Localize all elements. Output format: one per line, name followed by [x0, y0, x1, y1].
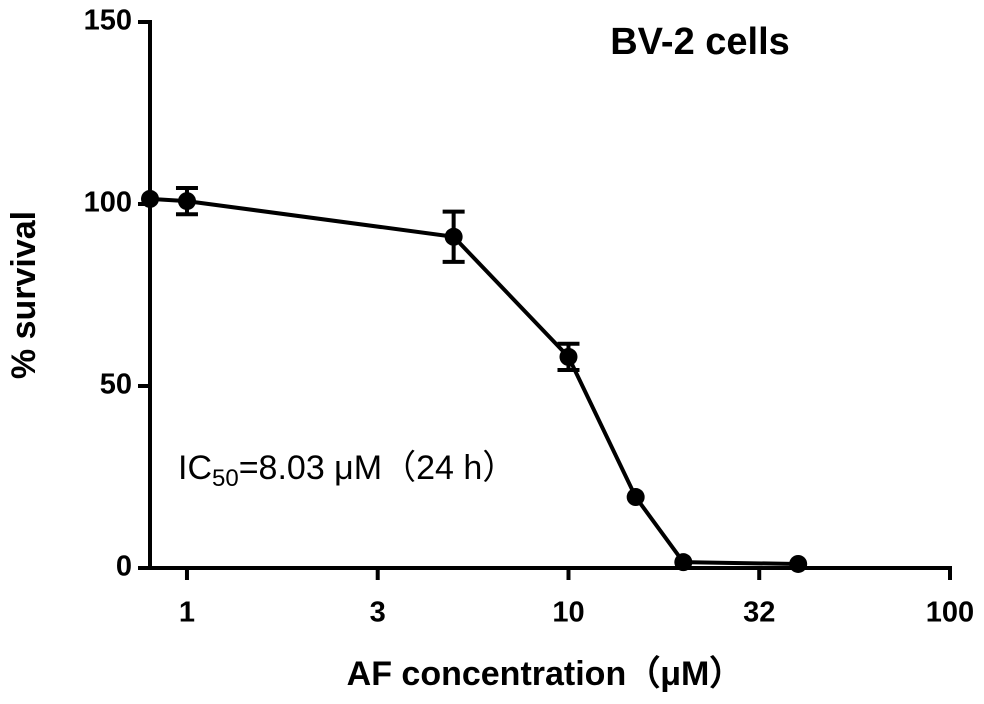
series-line	[149, 196, 799, 566]
y-tick-label: 100	[84, 187, 132, 219]
data-point	[177, 192, 196, 211]
x-tick-label: 1	[179, 597, 195, 629]
data-point	[444, 227, 463, 246]
y-axis-label: % survival	[5, 211, 43, 379]
annotation-suffix: =8.03 μM（24 h）	[239, 449, 517, 487]
y-tick-label: 150	[84, 5, 132, 37]
x-tick-label: 100	[926, 597, 974, 629]
x-tick-label: 3	[370, 597, 386, 629]
data-point	[626, 488, 645, 507]
x-axis-label: AF concentration（μM）	[347, 654, 744, 693]
x-tick-label: 10	[552, 597, 584, 629]
annotation-subscript: 50	[212, 465, 239, 492]
annotation: IC50=8.03 μM（24 h）	[178, 449, 516, 492]
data-point	[674, 553, 693, 572]
data-point	[789, 554, 808, 573]
data-point	[559, 347, 578, 366]
data-point	[141, 189, 159, 208]
annotation-prefix: IC	[178, 449, 212, 487]
x-tick-label: 32	[743, 597, 775, 629]
y-tick-label: 50	[100, 369, 132, 401]
y-tick-label: 0	[116, 551, 132, 583]
chart-title: BV-2 cells	[610, 21, 790, 63]
